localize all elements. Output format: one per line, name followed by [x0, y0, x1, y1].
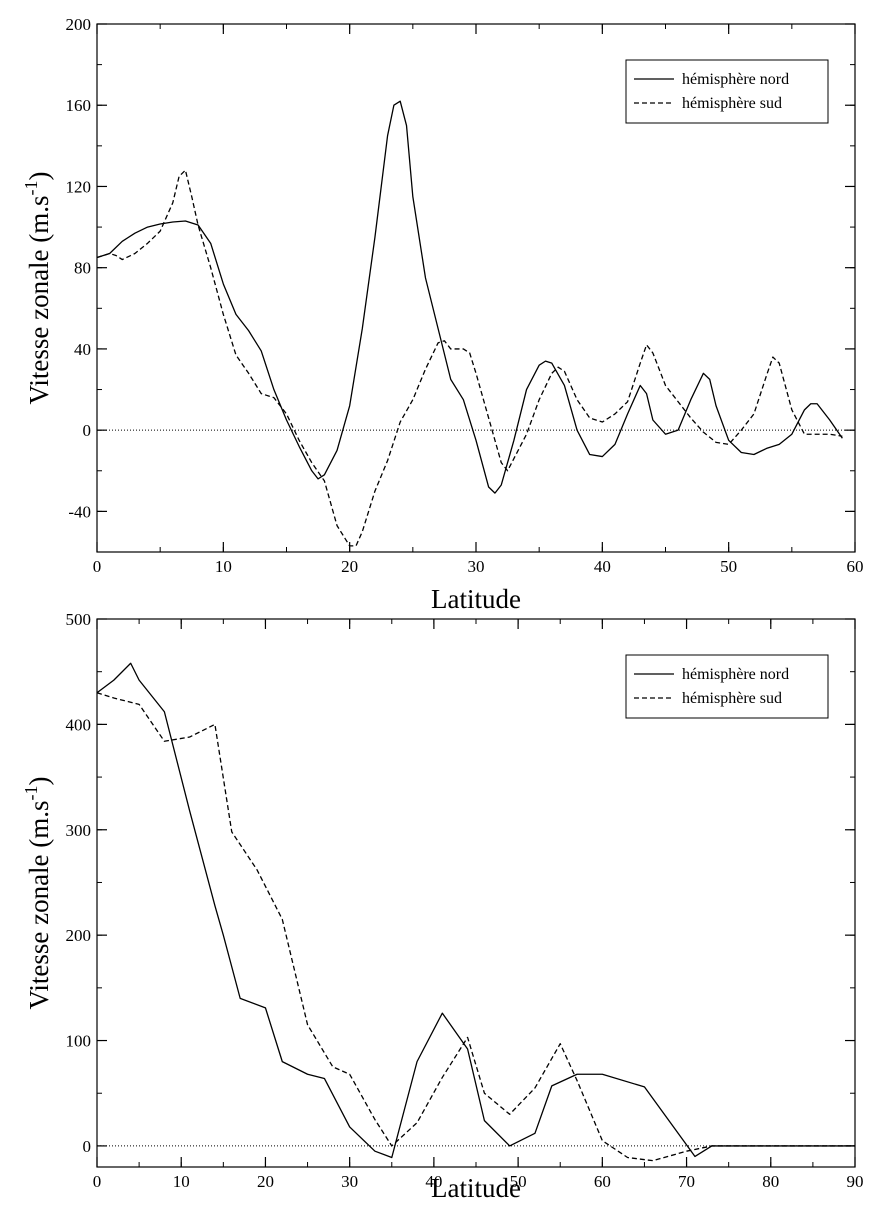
- series-line-nord: [96, 662, 855, 1159]
- x-tick-label: 50: [510, 1172, 527, 1191]
- x-axis-title: Latitude: [431, 584, 521, 614]
- chart-2: 0 10 20 30 40 50 60 70 80 90 0 100 200 300 400 500 Latit…: [21, 610, 864, 1203]
- y-tick-label: 120: [66, 177, 92, 196]
- y-tick-label: 300: [66, 821, 92, 840]
- y-tick-label: -40: [68, 502, 91, 521]
- legend-label: hémisphère nord: [682, 666, 789, 683]
- x-tick-label: 20: [341, 557, 358, 576]
- x-tick-label: 90: [847, 1172, 864, 1191]
- x-tick-label: 20: [257, 1172, 274, 1191]
- chart-1: 0 10 20 30 40 50 60 -40 0 40 80 120 160 200 Latitude Vi…: [21, 15, 864, 614]
- y-axis-title: Vitesse zonale (m.s-1): [21, 776, 54, 1009]
- x-tick-label: 40: [425, 1172, 442, 1191]
- x-tick-label: 0: [93, 1172, 102, 1191]
- y-tick-label: 0: [83, 1137, 92, 1156]
- x-tick-label: 10: [173, 1172, 190, 1191]
- x-tick-label: 80: [762, 1172, 779, 1191]
- x-tick-label: 40: [594, 557, 611, 576]
- legend-box: [625, 654, 829, 719]
- x-tick-label: 30: [341, 1172, 358, 1191]
- legend-box: [625, 59, 829, 124]
- x-tick-label: 70: [678, 1172, 695, 1191]
- y-tick-label: 400: [66, 715, 92, 734]
- x-tick-label: 50: [720, 557, 737, 576]
- x-axis-title: Latitude: [431, 1173, 521, 1203]
- y-tick-label: 200: [66, 15, 92, 34]
- y-tick-label: 40: [74, 340, 91, 359]
- y-axis-title: Vitesse zonale (m.s-1): [21, 171, 54, 404]
- x-tick-label: 60: [847, 557, 864, 576]
- x-tick-label: 10: [215, 557, 232, 576]
- legend-label: hémisphère nord: [682, 71, 789, 88]
- legend-label: hémisphère sud: [682, 690, 782, 707]
- series-line-sud: [96, 692, 855, 1162]
- y-tick-label: 0: [83, 421, 92, 440]
- x-tick-label: 0: [93, 557, 102, 576]
- y-tick-label: 100: [66, 1032, 92, 1051]
- y-tick-label: 200: [66, 926, 92, 945]
- series-line-nord: [96, 100, 843, 494]
- x-tick-label: 60: [594, 1172, 611, 1191]
- x-tick-label: 30: [468, 557, 485, 576]
- series-line-sud: [96, 169, 843, 547]
- y-tick-label: 160: [66, 96, 92, 115]
- y-tick-label: 500: [66, 610, 92, 629]
- legend-label: hémisphère sud: [682, 95, 782, 112]
- y-tick-label: 80: [74, 259, 91, 278]
